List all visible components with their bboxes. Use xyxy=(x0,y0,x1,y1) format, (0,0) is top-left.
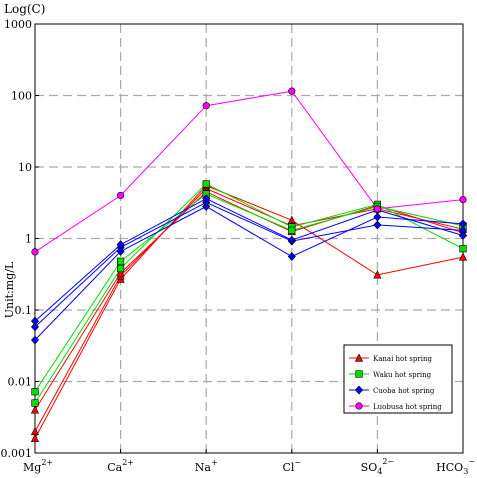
legend-label-waku-hot-spring: Waku hot spring xyxy=(373,371,432,379)
x-tick-label: SO42− xyxy=(361,457,394,474)
cuoba-hot-spring-point xyxy=(287,252,296,261)
cuoba-hot-spring-point xyxy=(373,220,382,230)
cuoba-hot-spring-point xyxy=(30,316,40,326)
legend-label-cuoba-hot-spring: Cuoba hot spring xyxy=(373,387,435,395)
cuoba-hot-spring-point xyxy=(458,231,468,240)
cuoba-hot-spring-line xyxy=(34,198,464,322)
cuoba-hot-spring-point xyxy=(116,240,125,250)
waku-hot-spring-line xyxy=(34,183,464,404)
y-tick-label: 0.1 xyxy=(15,304,33,317)
luobusa-hot-spring-point xyxy=(288,87,296,95)
waku-hot-spring-point xyxy=(117,257,125,265)
legend-marker xyxy=(354,353,364,362)
luobusa-hot-spring-point xyxy=(116,191,125,200)
cuoba-hot-spring-line xyxy=(34,205,464,341)
legend-box xyxy=(343,344,453,414)
cuoba-hot-spring-line xyxy=(34,201,464,328)
series-lines xyxy=(30,87,468,443)
chart-title: Log(C) xyxy=(4,2,45,16)
y-tick-label: 0.001 xyxy=(1,447,33,460)
x-tick-label: Ca2+ xyxy=(107,458,134,474)
legend: Kanai hot spring Waku hot spring Cuoba hot… xyxy=(343,344,453,414)
waku-hot-spring-point xyxy=(288,226,296,234)
luobusa-hot-spring-point xyxy=(31,248,39,256)
luobusa-hot-spring-point xyxy=(459,195,467,204)
y-axis-label: Unit:mg/L xyxy=(3,261,16,318)
cuoba-hot-spring-point xyxy=(30,335,40,345)
kanai-hot-spring-point xyxy=(30,405,40,414)
waku-hot-spring-point xyxy=(31,399,39,407)
y-tick-label: 100 xyxy=(11,90,32,103)
cuoba-hot-spring-point xyxy=(287,235,296,245)
waku-hot-spring-point xyxy=(459,245,467,253)
kanai-hot-spring-point xyxy=(30,426,40,436)
legend-label-kanai-hot-spring: Kanai hot spring xyxy=(373,355,432,363)
x-tick-label: Cl− xyxy=(282,458,301,474)
x-tick-label: Mg2+ xyxy=(23,458,53,474)
legend-marker xyxy=(354,385,364,395)
waku-hot-spring-line xyxy=(34,193,464,392)
kanai-hot-spring-line xyxy=(34,185,464,439)
cuoba-hot-spring-point xyxy=(202,194,211,204)
waku-hot-spring-point xyxy=(31,388,39,396)
data-markers xyxy=(30,87,468,443)
legend-marker xyxy=(355,402,363,410)
cuoba-hot-spring-point xyxy=(30,322,40,332)
x-tick-label: HCO3− xyxy=(436,457,475,474)
x-tick-label: Na+ xyxy=(195,458,218,474)
legend-items: Kanai hot spring Waku hot spring Cuoba hot… xyxy=(349,353,442,411)
y-tick-label: 1000 xyxy=(4,18,32,31)
legend-marker xyxy=(355,370,363,378)
y-tick-label: 10 xyxy=(18,161,32,174)
waku-hot-spring-point xyxy=(202,180,210,188)
luobusa-hot-spring-point xyxy=(373,205,382,213)
grid-lines xyxy=(35,24,463,453)
kanai-hot-spring-point xyxy=(30,433,40,443)
kanai-hot-spring-point xyxy=(116,268,125,277)
kanai-hot-spring-point xyxy=(373,270,382,279)
y-tick-label: 1 xyxy=(25,233,32,246)
waku-hot-spring-point xyxy=(117,264,125,273)
kanai-hot-spring-point xyxy=(458,252,468,261)
legend-label-luobusa-hot-spring: Luobusa hot spring xyxy=(373,403,442,411)
y-tick-label: 0.01 xyxy=(8,376,33,389)
luobusa-hot-spring-line xyxy=(34,90,464,253)
luobusa-hot-spring-point xyxy=(202,102,210,110)
